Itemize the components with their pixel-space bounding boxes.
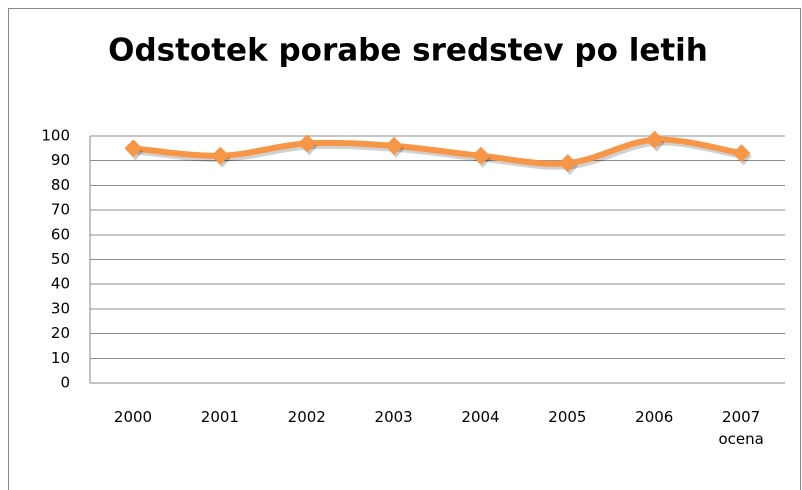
chart-title: Odstotek porabe sredstev po letih — [108, 33, 708, 69]
marker — [211, 146, 230, 165]
y-tick-label: 60 — [51, 225, 70, 243]
line — [133, 136, 743, 167]
y-tick-label: 40 — [51, 275, 70, 293]
marker — [385, 136, 404, 155]
marker — [471, 146, 490, 165]
y-tick-label: 100 — [41, 127, 70, 145]
y-tick-label: 90 — [51, 151, 70, 169]
y-tick-label: 70 — [51, 201, 70, 219]
marker — [732, 144, 751, 163]
x-tick-label: 2001 — [200, 408, 239, 426]
x-tick-label: 2006 — [635, 408, 674, 426]
x-tick-label: 2007 ocena — [718, 408, 764, 448]
marker — [124, 139, 143, 158]
x-tick-label: 2004 — [461, 408, 500, 426]
y-tick-label: 50 — [51, 250, 70, 268]
y-tick-label: 80 — [51, 176, 70, 194]
marker — [558, 154, 577, 173]
x-tick-label: 2002 — [287, 408, 326, 426]
y-tick-label: 30 — [51, 299, 70, 317]
marker — [298, 134, 317, 153]
y-tick-label: 0 — [60, 374, 70, 392]
marker — [645, 130, 664, 149]
y-tick-label: 20 — [51, 324, 70, 342]
chart-border — [8, 8, 801, 490]
x-tick-label: 2003 — [374, 408, 413, 426]
x-tick-label: 2005 — [548, 408, 587, 426]
x-tick-label: 2000 — [113, 408, 153, 426]
y-tick-label: 10 — [51, 349, 70, 367]
